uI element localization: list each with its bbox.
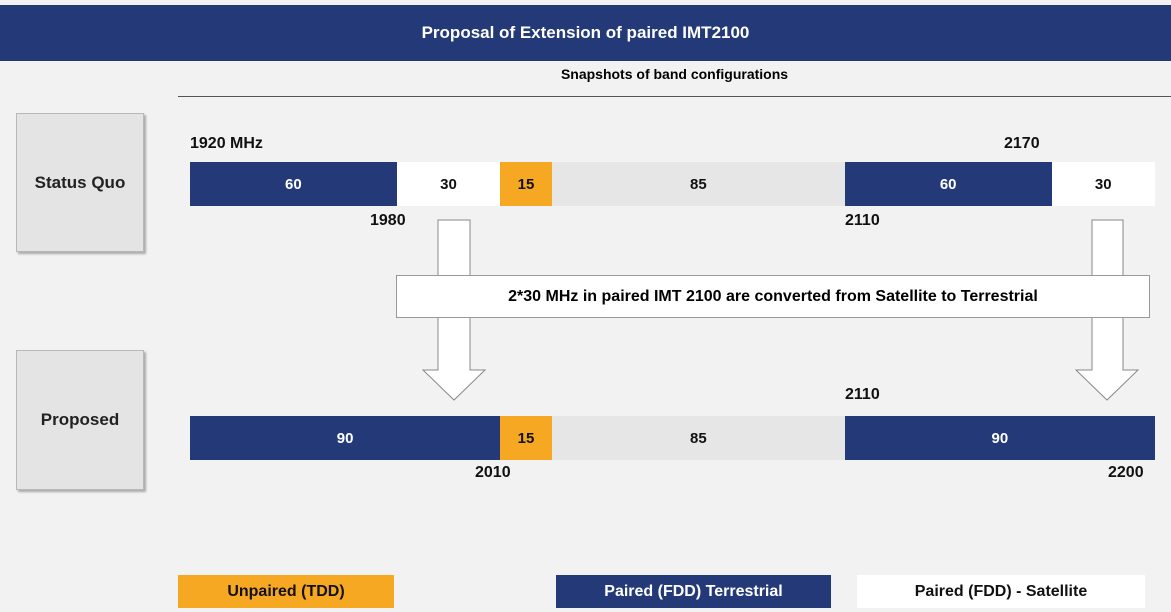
note: 2*30 MHz in paired IMT 2100 are converte…	[396, 275, 1150, 318]
legend-item: Paired (FDD) Terrestrial	[556, 575, 831, 608]
freq-marker: 2110	[845, 386, 880, 403]
legend-item: Paired (FDD) - Satellite	[857, 575, 1145, 608]
band-segment: 60	[190, 162, 397, 206]
freq-marker: 1920 MHz	[190, 135, 263, 152]
freq-marker: 2010	[475, 464, 511, 481]
legend-item: Unpaired (TDD)	[178, 575, 394, 608]
row-label: Proposed	[16, 350, 144, 490]
divider	[178, 96, 1171, 97]
band-segment: 90	[190, 416, 501, 460]
band-segment: 30	[396, 162, 501, 206]
row-label: Status Quo	[16, 113, 144, 252]
band-segment: 85	[551, 416, 845, 460]
band-segment: 15	[500, 162, 552, 206]
freq-marker: 2110	[845, 212, 880, 229]
band-bar: 60 30 15 85 60 30	[190, 162, 1155, 206]
freq-marker: 1980	[370, 212, 406, 229]
header-title: Proposal of Extension of paired IMT2100	[0, 5, 1171, 61]
band-segment: 15	[500, 416, 552, 460]
band-segment: 60	[844, 162, 1052, 206]
freq-marker: 2200	[1108, 464, 1144, 481]
subtitle: Snapshots of band configurations	[560, 66, 789, 82]
freq-marker: 2170	[1004, 135, 1040, 152]
band-segment: 90	[844, 416, 1155, 460]
band-segment: 30	[1051, 162, 1155, 206]
band-bar: 90 15 85 90	[190, 416, 1155, 460]
band-segment: 85	[551, 162, 845, 206]
